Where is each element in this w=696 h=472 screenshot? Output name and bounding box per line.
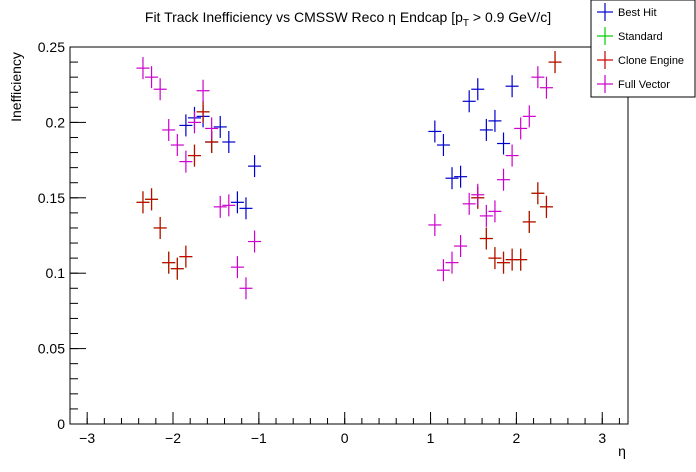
data-point — [196, 100, 210, 123]
series-full-vector — [136, 57, 553, 300]
legend-entry: Standard — [597, 27, 663, 45]
legend-entry: Best Hit — [597, 3, 657, 21]
series-best-hit — [179, 75, 519, 220]
y-tick-label: 0 — [57, 416, 65, 432]
data-point — [462, 192, 476, 215]
data-point — [239, 277, 253, 300]
legend-label: Clone Engine — [618, 55, 684, 67]
legend-box — [590, 0, 696, 98]
legend: Best Hit Standard Clone Engine Full Vector — [590, 0, 696, 98]
y-tick-label: 0.1 — [46, 265, 66, 281]
data-point — [205, 117, 219, 140]
plot-frame — [69, 46, 629, 425]
legend-entry: Full Vector — [597, 75, 670, 93]
x-tick-label: 0 — [341, 430, 349, 446]
x-tick-label: −1 — [251, 430, 267, 446]
legend-label: Standard — [618, 31, 663, 43]
data-point — [471, 183, 485, 206]
data-point — [454, 235, 468, 258]
x-tick-label: −3 — [79, 430, 95, 446]
data-point — [136, 191, 150, 214]
data-point — [531, 66, 545, 89]
data-point — [230, 256, 244, 279]
data-point — [462, 90, 476, 113]
data-point — [153, 216, 167, 239]
data-point — [222, 194, 236, 217]
data-point — [187, 144, 201, 167]
data-point — [479, 118, 493, 141]
data-point — [248, 155, 262, 178]
x-tick-label: 2 — [513, 430, 521, 446]
chart-title: Fit Track Inefficiency vs CMSSW Reco η E… — [145, 9, 551, 29]
data-point — [548, 51, 562, 74]
data-point — [488, 200, 502, 223]
x-tick-label: 3 — [598, 430, 606, 446]
data-point — [539, 76, 553, 99]
data-point — [445, 251, 459, 274]
data-point — [471, 78, 485, 101]
data-point — [428, 213, 442, 236]
data-point — [436, 134, 450, 157]
data-point — [445, 167, 459, 190]
data-point — [479, 204, 493, 227]
data-point — [136, 57, 150, 80]
legend-label: Full Vector — [618, 79, 670, 91]
data-point — [505, 75, 519, 98]
y-tick-label: 0.25 — [38, 39, 65, 55]
data-point — [428, 120, 442, 143]
data-point — [162, 118, 176, 141]
series-clone-engine — [136, 51, 562, 280]
data-point — [170, 257, 184, 280]
x-tick-label: 1 — [427, 430, 435, 446]
data-point — [179, 150, 193, 173]
data-point — [514, 117, 528, 140]
y-tick-label: 0.2 — [46, 114, 66, 130]
data-point — [497, 132, 511, 155]
data-point — [145, 66, 159, 89]
data-point — [497, 251, 511, 274]
data-point — [222, 131, 236, 154]
data-point — [239, 197, 253, 220]
data-point — [230, 191, 244, 214]
data-point — [162, 251, 176, 274]
data-point — [522, 105, 536, 128]
data-point — [213, 115, 227, 138]
data-point — [170, 134, 184, 157]
legend-entry: Clone Engine — [597, 51, 684, 69]
data-point — [497, 168, 511, 191]
data-point — [531, 182, 545, 205]
y-tick-label: 0.05 — [38, 341, 65, 357]
data-point — [522, 210, 536, 233]
legend-label: Best Hit — [618, 7, 657, 19]
y-tick-label: 0.15 — [38, 190, 65, 206]
axis-ticks: −3 −2 −1 0 1 2 3 0 0.05 0.1 0.15 0.2 0.25 — [38, 39, 620, 446]
data-point — [187, 111, 201, 134]
data-point — [479, 227, 493, 250]
data-point — [514, 248, 528, 271]
data-point — [505, 144, 519, 167]
data-point — [539, 195, 553, 218]
series-standard — [136, 51, 562, 280]
data-point — [436, 259, 450, 282]
data-point — [179, 114, 193, 137]
data-point — [179, 245, 193, 268]
data-point — [488, 109, 502, 132]
x-axis-title: η — [618, 443, 626, 459]
x-tick-label: −2 — [165, 430, 181, 446]
data-point — [196, 79, 210, 102]
data-point — [213, 195, 227, 218]
data-marks — [136, 51, 562, 300]
y-axis-title: Inefficiency — [8, 52, 24, 122]
data-point — [153, 78, 167, 101]
data-point — [145, 188, 159, 211]
data-point — [248, 230, 262, 253]
data-point — [488, 247, 502, 270]
data-point — [454, 165, 468, 188]
